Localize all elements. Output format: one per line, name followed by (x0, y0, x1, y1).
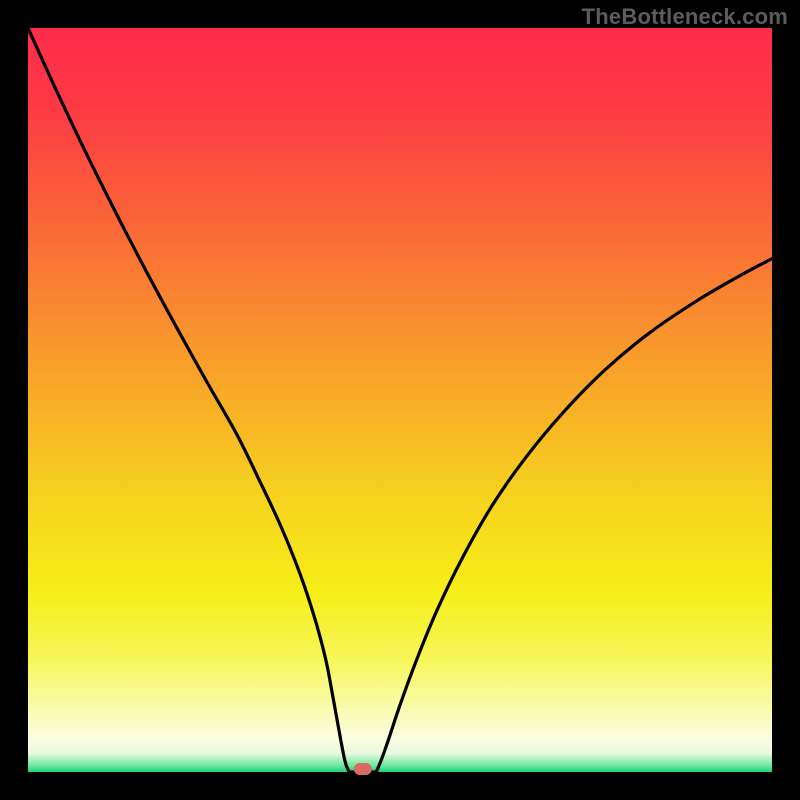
plot-background (28, 28, 772, 772)
bottleneck-curve-chart (0, 0, 800, 800)
optimal-point-marker (354, 763, 372, 775)
chart-container: TheBottleneck.com (0, 0, 800, 800)
watermark-text: TheBottleneck.com (582, 4, 788, 30)
